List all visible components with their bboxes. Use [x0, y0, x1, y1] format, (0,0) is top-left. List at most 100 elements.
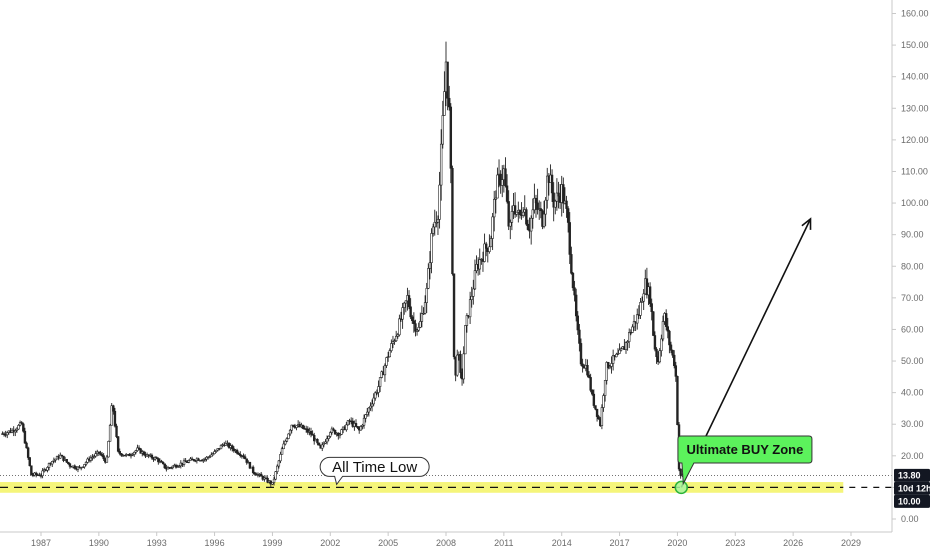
candle	[67, 461, 70, 465]
candle	[552, 182, 555, 222]
candle	[306, 426, 309, 435]
candle	[287, 433, 290, 440]
candle	[465, 313, 469, 333]
candle	[171, 465, 174, 470]
candle	[345, 421, 348, 432]
candle	[618, 343, 621, 354]
candle	[624, 341, 628, 354]
candle	[391, 335, 395, 349]
candle	[478, 248, 481, 275]
candle	[131, 452, 134, 457]
candle	[393, 338, 396, 345]
candle	[277, 459, 281, 469]
candle	[581, 358, 584, 373]
candle	[642, 289, 645, 311]
candle	[505, 174, 509, 204]
candle	[311, 430, 314, 436]
candle	[640, 296, 644, 303]
candle	[438, 171, 441, 229]
candle	[386, 351, 390, 362]
candle	[14, 428, 17, 437]
candle	[570, 246, 573, 275]
candle	[515, 211, 518, 217]
level-badge-text: 10.00	[898, 497, 921, 507]
candle	[411, 314, 414, 324]
candle	[356, 426, 359, 430]
candle	[68, 462, 72, 469]
x-tick-label: 1987	[31, 538, 51, 548]
candle	[54, 458, 57, 463]
y-tick-label: 20.00	[901, 451, 924, 461]
candle	[533, 183, 536, 214]
y-tick-label: 140.00	[901, 72, 929, 82]
candle	[94, 450, 97, 458]
candle	[412, 312, 416, 333]
candle	[155, 456, 158, 459]
candle	[629, 329, 633, 336]
candle	[301, 424, 305, 430]
candle	[518, 209, 522, 219]
candle	[266, 476, 269, 484]
candle	[83, 464, 86, 469]
candle	[610, 356, 613, 374]
candle	[439, 129, 443, 201]
candle	[473, 259, 477, 290]
candle	[272, 476, 276, 486]
candle	[452, 273, 456, 360]
candle	[91, 454, 94, 461]
candle	[671, 349, 674, 358]
candle	[325, 435, 329, 445]
candle	[632, 314, 636, 332]
candle	[565, 195, 568, 218]
candle	[526, 219, 530, 231]
candle	[338, 432, 342, 439]
candle	[451, 165, 454, 276]
x-axis[interactable]: 1987 1990 1993 1996 1999 2002 2005 2008 2011 2014…	[31, 532, 861, 548]
candle	[120, 452, 123, 457]
buy-zone-label: Ultimate BUY Zone	[687, 442, 804, 457]
candle	[531, 198, 534, 229]
candle	[364, 413, 367, 423]
candle	[107, 440, 110, 458]
candle	[113, 407, 117, 428]
candle	[539, 201, 543, 219]
countdown-badge-text: 10d 12h	[898, 484, 932, 494]
candle	[436, 215, 440, 236]
candle	[259, 471, 263, 477]
candle	[409, 298, 412, 320]
candle	[401, 302, 404, 329]
candle	[483, 233, 486, 263]
candle	[626, 339, 629, 351]
x-tick-label: 2029	[841, 538, 861, 548]
candle	[639, 297, 642, 319]
candle	[52, 457, 56, 464]
candle	[600, 404, 604, 430]
candle	[420, 305, 424, 328]
candle	[446, 61, 449, 111]
candle	[407, 290, 411, 310]
candle	[100, 452, 104, 458]
y-axis[interactable]: 160.00 150.00 140.00 130.00 120.00 110.00 100.…	[892, 9, 929, 525]
all-time-low-callout: All Time Low	[319, 456, 430, 486]
y-tick-label: 50.00	[901, 356, 924, 366]
candle	[359, 425, 363, 431]
candle	[23, 427, 27, 444]
candle	[316, 438, 319, 446]
candle	[668, 329, 671, 354]
candle	[403, 301, 406, 315]
candle	[163, 463, 166, 469]
y-tick-label: 90.00	[901, 230, 924, 240]
candle	[493, 190, 496, 232]
candle	[81, 466, 84, 468]
candle	[235, 448, 239, 455]
candle	[542, 200, 546, 229]
candle	[423, 295, 427, 315]
candle	[46, 466, 49, 473]
y-tick-label: 110.00	[901, 166, 928, 176]
candle	[192, 458, 195, 462]
countdown-badge	[894, 481, 930, 495]
y-tick-label: 60.00	[901, 324, 924, 334]
candle	[507, 190, 510, 231]
candle	[431, 223, 435, 237]
